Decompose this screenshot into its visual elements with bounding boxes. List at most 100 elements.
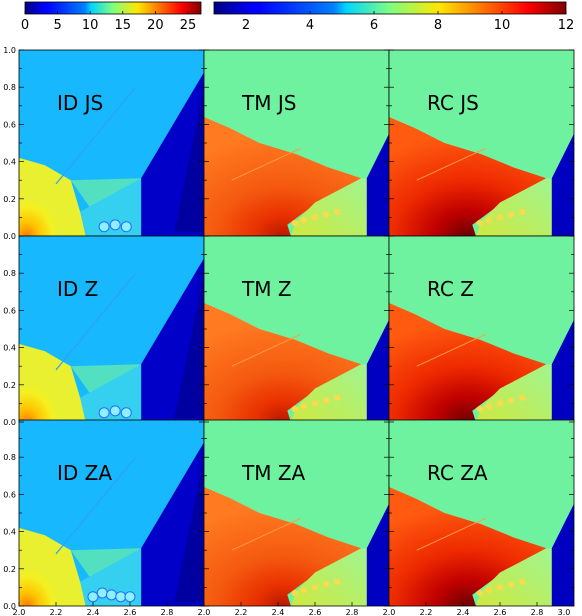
vortex [312,400,318,407]
shock-core [174,457,204,603]
panel-field [204,420,389,606]
x-tick-label: 2.4 [457,608,470,616]
colorbar-2-tick-label: 4 [306,18,314,33]
colorbar-2-tick-label: 2 [242,18,250,33]
y-tick-label: 0.8 [3,83,16,92]
shock-line [55,456,137,555]
shock-region [551,503,574,606]
shock-line [55,272,137,371]
panel-5: TM Z [203,235,390,423]
x-tick-label: 2.8 [346,608,359,616]
shock-line [231,334,301,367]
shock-line [55,86,137,185]
panel-1: ID JS [18,49,205,237]
contact-wedge [70,178,142,212]
hot-region [204,303,362,422]
vortex [323,211,330,218]
vortex [291,589,298,596]
jet-region [19,343,86,422]
panel-7: ID ZA [18,419,205,607]
x-tick-label: 2.2 [420,608,433,616]
band-region [290,548,367,606]
y-tick-label: 0.2 [3,565,16,574]
vortex [312,214,318,221]
vortex [497,400,503,407]
vortex [476,219,483,226]
hot-region [204,117,362,236]
y-tick-label: 0.2 [3,381,16,390]
y-tick-label: 0.4 [3,528,16,537]
vortex [519,394,526,401]
vortex [120,221,132,233]
mid-region [80,548,142,606]
vortex [323,581,330,588]
shock-line [231,148,301,181]
y-tick-label: 0.0 [3,602,16,611]
vortex [98,221,110,233]
band-region [475,178,552,236]
y-tick-label: 0.4 [3,344,16,353]
contact-wedge [70,364,142,398]
vortex [485,587,492,594]
vortex [300,587,307,594]
colorbar-1-tick-label: 20 [147,18,164,33]
y-tick-label: 0.2 [3,195,16,204]
hot-region [204,487,362,606]
panel-8: TM ZA [203,419,390,607]
panel-field [19,50,204,236]
panel-9: RC ZA [388,419,575,607]
vortex [109,219,121,231]
colorbar-1-tick-label: 25 [180,18,197,33]
panel-field [389,420,574,606]
vortex [96,587,108,599]
panel-label: ID ZA [57,461,112,485]
y-tick-label: 0.4 [3,158,16,167]
colorbar-1 [24,1,202,15]
vortex [508,397,515,404]
panel-label: TM JS [241,91,296,115]
shock-region [366,503,389,606]
band-region [475,364,552,422]
colorbar-2 [213,1,567,15]
vortex [124,591,136,603]
shock-core [174,273,204,419]
vortex [476,589,483,596]
vortex [120,407,132,419]
vortex [334,394,341,401]
y-tick-label: 0.8 [3,269,16,278]
y-tick-label: 0.6 [3,490,16,499]
panel-field [389,236,574,422]
panel-label: ID JS [57,91,103,115]
contact-wedge [70,548,142,582]
y-tick-label: 1.0 [3,46,16,55]
panel-label: RC JS [427,91,479,115]
vortex [508,581,515,588]
vortex [485,403,492,410]
colorbar-1-tick-label: 15 [115,18,132,33]
panel-label: TM ZA [241,461,306,485]
colorbar-2-tick-label: 10 [494,18,511,33]
panel-field [19,420,204,606]
x-tick-label: 2.2 [235,608,248,616]
y-tick-label: 0.6 [3,120,16,129]
vortex [300,217,307,224]
vortex [497,214,503,221]
panel-label: ID Z [57,277,98,301]
panel-field [389,50,574,236]
vortex [291,219,298,226]
x-tick-label: 2.0 [13,608,26,616]
colorbar-2-tick-label: 8 [434,18,442,33]
vortex [323,397,330,404]
colorbar-1-tick-label: 5 [53,18,61,33]
shock-region [551,133,574,236]
band-region [290,178,367,236]
shock-region [366,319,389,422]
x-tick-label: 2.0 [383,608,396,616]
panel-label: RC Z [427,277,474,301]
x-tick-label: 2.6 [309,608,322,616]
y-tick-label: 0.8 [3,453,16,462]
x-tick-label: 3.0 [558,608,571,616]
panel-label: TM Z [241,277,292,301]
vortex [334,578,341,585]
